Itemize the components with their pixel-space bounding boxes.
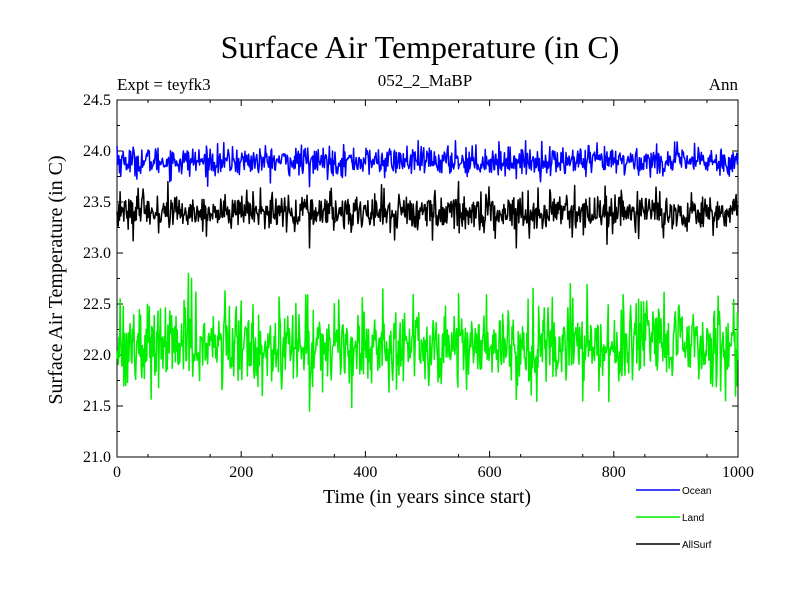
- y-tick-label: 21.5: [83, 398, 111, 415]
- y-tick-label: 22.5: [83, 296, 111, 313]
- legend: Ocean Land AllSurf: [636, 486, 712, 551]
- y-axis-label: Surface Air Temperature (in C): [45, 155, 67, 404]
- y-tick-label: 24.5: [83, 92, 111, 109]
- x-axis-label: Time (in years since start): [323, 486, 531, 508]
- chart-title: Surface Air Temperature (in C): [221, 29, 620, 65]
- season-label: Ann: [709, 75, 739, 94]
- x-tick-label: 400: [353, 464, 377, 481]
- y-tick-label: 23.0: [83, 245, 111, 262]
- series-line-allsurf: [116, 180, 739, 249]
- series-line-ocean: [116, 140, 739, 188]
- legend-label-land: Land: [682, 513, 704, 524]
- x-tick-label: 200: [229, 464, 253, 481]
- legend-label-allsurf: AllSurf: [682, 540, 712, 551]
- x-tick-label: 0: [113, 464, 121, 481]
- chart-subtitle: 052_2_MaBP: [378, 71, 472, 90]
- y-tick-label: 23.5: [83, 194, 111, 211]
- x-tick-label: 1000: [722, 464, 754, 481]
- series-line-land: [116, 272, 739, 412]
- y-tick-label: 24.0: [83, 143, 111, 160]
- series-lines: [116, 140, 739, 412]
- expt-label: Expt = teyfk3: [117, 75, 211, 94]
- x-tick-label: 600: [478, 464, 502, 481]
- legend-label-ocean: Ocean: [682, 486, 711, 497]
- axes: 0 200 400 600 800 1000 21.0 21.5 22.0 22.5 23.0 23.…: [83, 92, 754, 481]
- y-tick-label: 22.0: [83, 347, 111, 364]
- y-tick-label: 21.0: [83, 449, 111, 466]
- x-tick-label: 800: [602, 464, 626, 481]
